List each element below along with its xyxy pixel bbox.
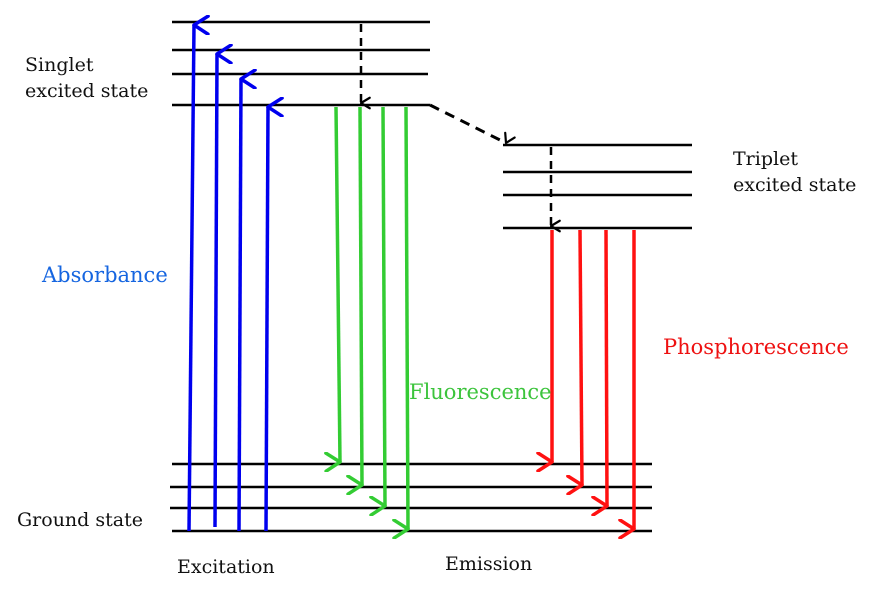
triplet-label-line1: Triplet	[733, 148, 798, 170]
singlet-label-line2: excited state	[25, 80, 149, 102]
absorbance-label: Absorbance	[42, 263, 168, 287]
fluorescence-arrow	[360, 106, 362, 485]
absorbance-arrow	[213, 54, 217, 528]
fluorescence-label: Fluorescence	[409, 380, 552, 404]
absorbance-arrow	[187, 25, 194, 532]
triplet-label: Triplet excited state	[733, 146, 856, 198]
absorbance-arrows	[187, 25, 268, 532]
singlet-levels	[172, 20, 430, 107]
excitation-label: Excitation	[177, 556, 275, 578]
triplet-label-line2: excited state	[733, 174, 857, 196]
triplet-levels	[503, 143, 692, 230]
phosphorescence-arrow	[606, 229, 607, 506]
emission-label: Emission	[445, 553, 533, 575]
phosphorescence-arrows	[552, 229, 636, 529]
absorbance-arrow	[264, 107, 268, 532]
ground-levels	[170, 462, 652, 533]
fluorescence-arrow	[383, 106, 385, 506]
fluorescence-arrow	[406, 106, 408, 529]
singlet-label: Singlet excited state	[25, 52, 148, 104]
fluorescence-arrow	[336, 106, 340, 462]
ground-state-label: Ground state	[17, 509, 143, 531]
phosphorescence-label: Phosphorescence	[663, 335, 849, 359]
absorbance-arrow	[237, 79, 241, 532]
phosphorescence-arrow	[580, 229, 582, 485]
fluorescence-arrows	[336, 106, 408, 529]
intersystem-crossing-arrow	[429, 103, 516, 145]
singlet-label-line1: Singlet	[25, 54, 94, 76]
